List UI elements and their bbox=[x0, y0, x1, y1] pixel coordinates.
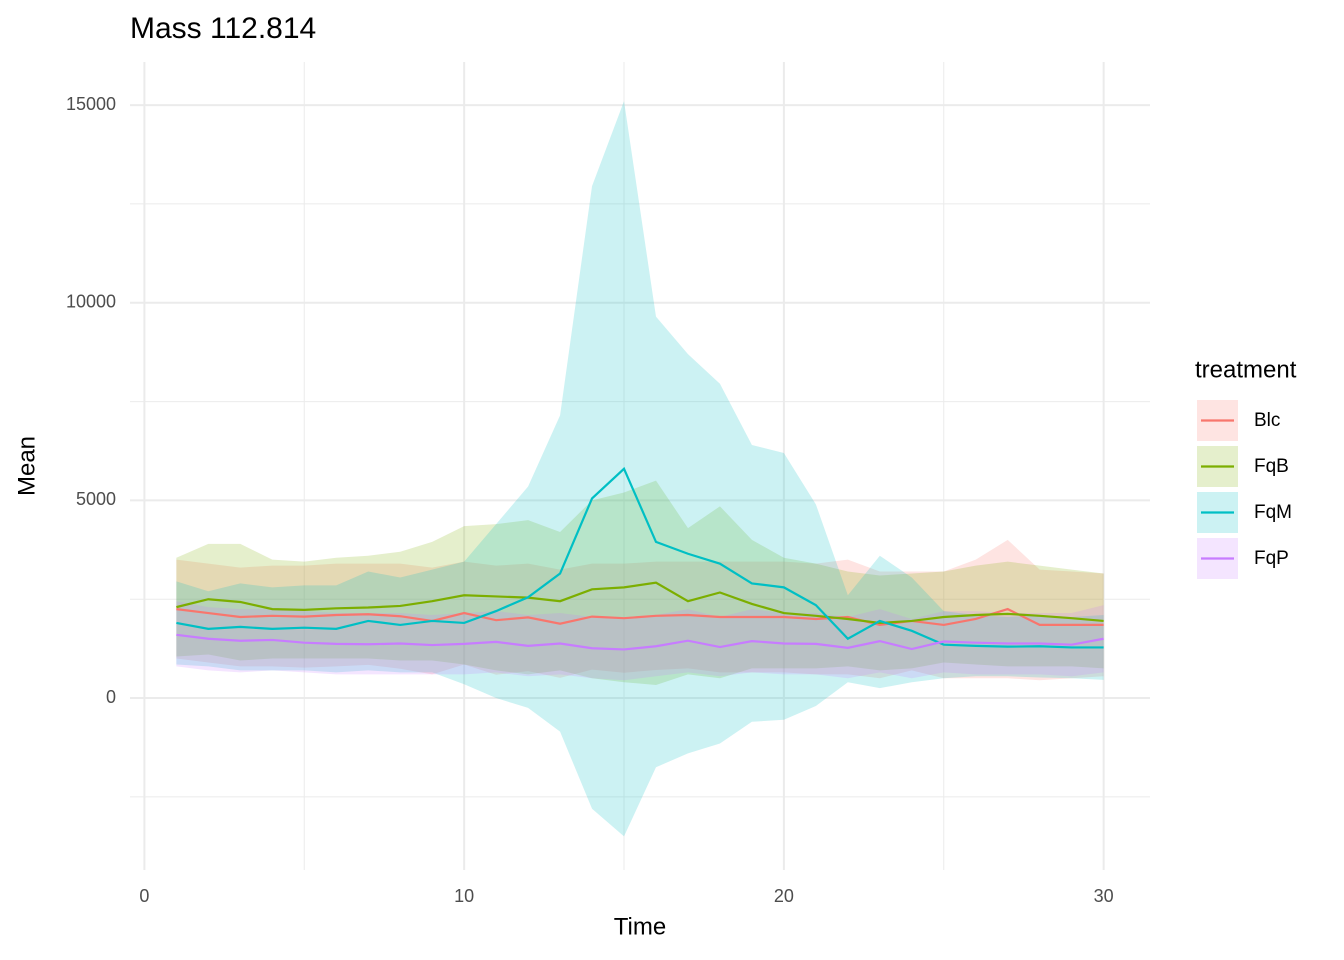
x-tick-label: 20 bbox=[774, 886, 794, 906]
legend-label: FqB bbox=[1254, 456, 1289, 477]
line bbox=[176, 466, 1104, 649]
x-tick-label: 0 bbox=[139, 886, 149, 906]
legend-title: treatment bbox=[1195, 356, 1297, 383]
chart-title: Mass 112.814 bbox=[130, 12, 316, 45]
legend-label: FqP bbox=[1254, 548, 1289, 569]
ribbon bbox=[176, 539, 1104, 681]
line bbox=[176, 607, 1104, 627]
y-axis-title: Mean bbox=[13, 436, 40, 496]
legend-label: Blc bbox=[1254, 410, 1280, 431]
y-tick-label: 15000 bbox=[66, 94, 116, 114]
ribbon bbox=[176, 480, 1104, 685]
y-tick-label: 0 bbox=[106, 687, 116, 707]
y-tick-label: 10000 bbox=[66, 291, 116, 311]
x-axis-title: Time bbox=[614, 913, 666, 940]
x-tick-label: 10 bbox=[454, 886, 474, 906]
x-tick-label: 30 bbox=[1094, 886, 1114, 906]
line bbox=[176, 581, 1104, 625]
ribbon bbox=[176, 101, 1104, 837]
legend-label: FqM bbox=[1254, 502, 1292, 523]
line bbox=[176, 633, 1104, 651]
y-tick-label: 5000 bbox=[76, 489, 116, 509]
